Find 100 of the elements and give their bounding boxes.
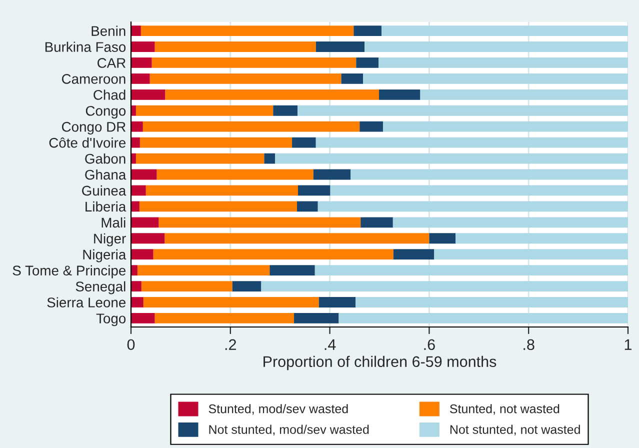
- bar: [131, 169, 157, 180]
- bar: [131, 74, 150, 84]
- bar: [275, 153, 628, 164]
- bar: [356, 58, 379, 68]
- y-tick-label: Ghana: [85, 169, 126, 180]
- y-tick-label: Sierra Leone: [47, 297, 126, 308]
- legend-label: Stunted, mod/sev wasted: [208, 404, 348, 415]
- bar: [154, 42, 316, 52]
- bar: [156, 169, 314, 180]
- y-tick-label: CAR: [98, 58, 126, 68]
- x-axis-title: Proportion of children 6-59 months: [264, 356, 496, 370]
- bar: [392, 217, 628, 228]
- bar: [136, 105, 274, 116]
- bar: [131, 313, 155, 324]
- bar: [146, 185, 298, 196]
- bar: [131, 265, 138, 276]
- bar: [152, 58, 356, 68]
- y-tick-label: S Tome & Principe: [12, 265, 126, 278]
- y-tick-label: Niger: [94, 233, 126, 246]
- bar: [379, 89, 420, 100]
- bar: [382, 121, 628, 132]
- bar: [350, 169, 628, 180]
- y-tick-label: Mali: [102, 217, 126, 228]
- bar: [131, 105, 136, 116]
- bar: [356, 297, 628, 308]
- bar: [131, 249, 154, 260]
- y-tick-label: Chad: [94, 90, 126, 100]
- bar: [298, 185, 330, 196]
- bar: [131, 26, 141, 36]
- bar: [316, 42, 365, 52]
- legend-label: Stunted, not wasted: [450, 404, 560, 415]
- bar: [363, 74, 628, 84]
- bar: [131, 217, 159, 228]
- bar: [131, 201, 140, 212]
- bar: [294, 313, 339, 324]
- y-tick-label: Nigeria: [83, 249, 126, 262]
- bar: [261, 281, 628, 292]
- y-tick-label: Benin: [92, 26, 126, 36]
- bar: [354, 26, 382, 36]
- bar: [131, 137, 140, 148]
- bar: [393, 249, 434, 260]
- y-tick-label: Burkina Faso: [45, 42, 126, 52]
- x-tick-label: .2: [225, 339, 236, 350]
- y-tick-label: Congo: [86, 106, 126, 119]
- legend-label: Not stunted, mod/sev wasted: [209, 424, 369, 436]
- bar: [131, 89, 166, 100]
- x-tick-label: .6: [424, 339, 435, 350]
- bar: [338, 313, 628, 324]
- bar: [314, 265, 628, 276]
- x-tick-label: .8: [524, 339, 534, 350]
- bar: [136, 153, 264, 164]
- bar: [153, 249, 394, 260]
- bar: [341, 74, 364, 84]
- bar: [154, 313, 294, 324]
- bar: [318, 201, 628, 212]
- bar: [131, 185, 146, 196]
- bar: [131, 58, 152, 68]
- y-tick-label: Congo DR: [62, 122, 126, 135]
- bar: [131, 121, 143, 132]
- bar: [318, 297, 356, 308]
- bar: [140, 137, 292, 148]
- bar: [297, 105, 628, 116]
- y-tick-label: Guinea: [82, 185, 126, 196]
- y-tick-label: Senegal: [76, 281, 126, 294]
- bar: [330, 185, 628, 196]
- bar: [164, 233, 430, 244]
- bar: [141, 281, 232, 292]
- bar: [273, 105, 298, 116]
- y-tick-label: Gabon: [85, 154, 126, 164]
- x-tick-label: 0: [127, 339, 135, 350]
- x-tick-label: .4: [324, 339, 336, 350]
- bar: [434, 249, 628, 260]
- bar: [150, 74, 342, 84]
- bar: [292, 137, 316, 148]
- bar: [143, 297, 319, 308]
- bar: [140, 26, 354, 36]
- bar: [364, 42, 628, 52]
- bar: [270, 265, 315, 276]
- y-tick-label: Cameroon: [62, 74, 126, 84]
- bar: [381, 26, 628, 36]
- bar: [456, 233, 628, 244]
- bar: [360, 121, 383, 132]
- bar: [313, 169, 351, 180]
- bar: [316, 137, 628, 148]
- bar: [137, 265, 270, 276]
- x-tick-label: 1: [624, 339, 632, 350]
- bar: [297, 201, 318, 212]
- y-tick-label: Liberia: [86, 201, 126, 212]
- bar: [360, 217, 393, 228]
- bar: [378, 58, 628, 68]
- bar: [232, 281, 262, 292]
- bar: [131, 233, 165, 244]
- bar: [264, 153, 276, 164]
- bar: [131, 297, 144, 308]
- bar: [420, 89, 628, 100]
- bar: [429, 233, 456, 244]
- bar: [131, 42, 155, 52]
- bar: [139, 201, 297, 212]
- legend-label: Not stunted, not wasted: [450, 424, 580, 436]
- bar: [142, 121, 360, 132]
